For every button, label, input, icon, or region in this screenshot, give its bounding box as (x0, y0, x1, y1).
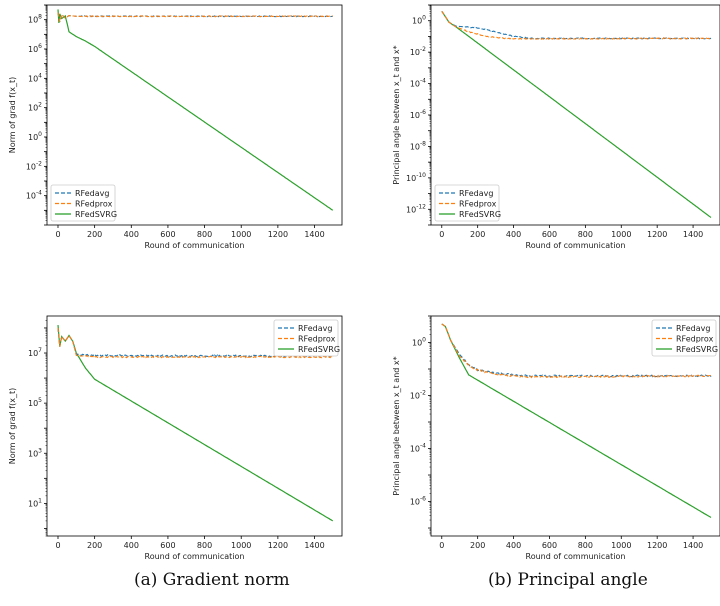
y-tick-label: 102 (28, 102, 42, 113)
x-tick-label: 1400 (304, 541, 324, 550)
legend-label-rfedsvrg: RFedSVRG (676, 345, 718, 354)
chart-panel-3: 0 200 400 600 800 1000 1200 1400 100 10-2 10-4 10-6… (392, 315, 720, 561)
y-tick-label: 108 (28, 14, 42, 25)
y-tick-label: 10-4 (410, 443, 426, 454)
series-line-rfedprox (57, 12, 333, 23)
y-tick-label: 107 (28, 347, 42, 358)
y-tick-label: 10-2 (410, 390, 426, 401)
x-tick-label: 1200 (268, 541, 288, 550)
plot-frame (46, 4, 343, 226)
x-tick-label: 600 (160, 230, 175, 239)
y-axis-label: Norm of grad f(x_t) (8, 388, 17, 464)
legend-label-rfedavg: RFedavg (676, 324, 710, 333)
legend-label-rfedavg: RFedavg (459, 189, 493, 198)
series-line-rfedavg (57, 12, 333, 23)
legend-label-rfedprox: RFedprox (676, 335, 714, 344)
x-tick-label: 200 (87, 230, 102, 239)
x-tick-label: 1400 (683, 230, 703, 239)
y-tick-label: 10-2 (410, 46, 426, 57)
x-tick-label: 0 (55, 541, 60, 550)
x-tick-label: 1200 (647, 541, 667, 550)
x-tick-label: 0 (55, 230, 60, 239)
x-tick-label: 400 (124, 230, 139, 239)
x-tick-label: 600 (160, 541, 175, 550)
x-tick-label: 1200 (647, 230, 667, 239)
series-line-rfedavg (441, 10, 712, 40)
caption-a: (a) Gradient norm (134, 570, 290, 590)
y-tick-label: 101 (28, 497, 42, 508)
legend-label-rfedsvrg: RFedSVRG (75, 210, 117, 219)
y-tick-label: 100 (28, 131, 42, 142)
x-tick-label: 200 (470, 230, 485, 239)
series-line-rfedsvrg (441, 10, 712, 218)
series-line-rfedsvrg (441, 323, 712, 518)
series-line-rfedprox (57, 327, 334, 359)
x-tick-label: 1200 (268, 230, 288, 239)
y-axis-label: Principal angle between x_t and x* (392, 45, 401, 184)
y-tick-label: 10-8 (410, 140, 426, 151)
y-axis-label: Principal angle between x_t and x* (392, 356, 401, 495)
x-tick-label: 400 (506, 541, 521, 550)
y-tick-label: 10-10 (406, 172, 426, 183)
x-tick-label: 1000 (231, 541, 251, 550)
y-tick-label: 106 (28, 43, 42, 54)
y-tick-label: 104 (28, 72, 42, 83)
series-line-rfedprox (441, 10, 712, 40)
x-tick-label: 1000 (611, 541, 631, 550)
x-tick-label: 800 (578, 230, 593, 239)
x-axis-label: Round of communication (145, 241, 245, 250)
chart-panel-2: 0 200 400 600 800 1000 1200 1400 107 105 103 101 Rou… (8, 315, 343, 561)
legend-label-rfedsvrg: RFedSVRG (459, 210, 501, 219)
series-line-rfedprox (441, 323, 712, 379)
chart-panel-1: 0 200 400 600 800 1000 1200 1400 100 10-2 10-4 10-6… (392, 4, 720, 250)
x-tick-label: 1400 (683, 541, 703, 550)
x-tick-label: 200 (87, 541, 102, 550)
x-tick-label: 1400 (304, 230, 324, 239)
x-axis-label: Round of communication (145, 552, 245, 561)
chart-panel-0: 0 200 400 600 800 1000 1200 1400 108 106 104 102 100… (8, 4, 343, 250)
legend-label-rfedprox: RFedprox (75, 200, 113, 209)
x-tick-label: 1000 (231, 230, 251, 239)
y-tick-label: 10-12 (406, 203, 426, 214)
series-line-rfedsvrg (57, 325, 334, 522)
x-tick-label: 200 (470, 541, 485, 550)
x-axis-label: Round of communication (526, 241, 626, 250)
legend-label-rfedavg: RFedavg (298, 324, 332, 333)
x-tick-label: 400 (124, 541, 139, 550)
series-line-rfedavg (57, 327, 334, 358)
x-tick-label: 0 (439, 230, 444, 239)
legend-label-rfedprox: RFedprox (459, 200, 497, 209)
plot-frame (46, 315, 343, 537)
y-tick-label: 10-4 (26, 190, 42, 201)
y-tick-label: 10-6 (410, 496, 426, 507)
y-tick-label: 100 (412, 337, 426, 348)
x-tick-label: 800 (197, 230, 212, 239)
x-tick-label: 400 (506, 230, 521, 239)
series-line-rfedsvrg (57, 9, 334, 211)
caption-b: (b) Principal angle (488, 570, 648, 590)
y-tick-label: 100 (412, 15, 426, 26)
legend-label-rfedprox: RFedprox (298, 335, 336, 344)
y-tick-label: 105 (28, 397, 42, 408)
legend-label-rfedsvrg: RFedSVRG (298, 345, 340, 354)
x-tick-label: 600 (542, 541, 557, 550)
x-axis-label: Round of communication (526, 552, 626, 561)
x-tick-label: 800 (197, 541, 212, 550)
legend-label-rfedavg: RFedavg (75, 189, 109, 198)
x-tick-label: 600 (542, 230, 557, 239)
x-tick-label: 0 (439, 541, 444, 550)
y-tick-label: 10-4 (410, 78, 426, 89)
x-tick-label: 800 (578, 541, 593, 550)
y-tick-label: 103 (28, 447, 42, 458)
y-tick-label: 10-6 (410, 109, 426, 120)
x-tick-label: 1000 (611, 230, 631, 239)
y-tick-label: 10-2 (26, 160, 42, 171)
y-axis-label: Norm of grad f(x_t) (8, 77, 17, 153)
